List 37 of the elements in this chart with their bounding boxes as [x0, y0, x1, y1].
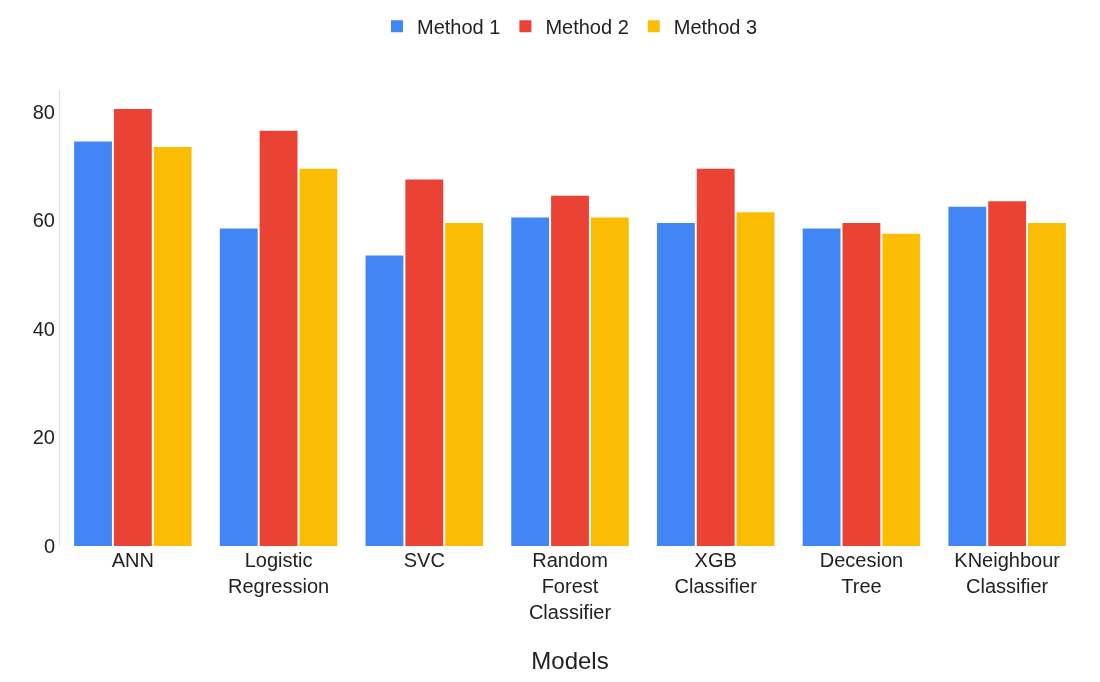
bar: [299, 168, 338, 546]
bar: [365, 255, 404, 546]
legend-label: Method 3: [673, 16, 758, 39]
x-tick-label: Random Forest Classifier: [528, 549, 612, 623]
bar: [405, 179, 444, 546]
bar: [551, 195, 589, 546]
bar: [219, 228, 258, 546]
y-tick-label: 40: [32, 317, 55, 340]
bar: [445, 223, 484, 546]
x-tick-label: Logistic Regression: [227, 549, 330, 597]
bar: [882, 233, 921, 546]
bar: [802, 228, 841, 546]
bar: [1028, 223, 1066, 546]
y-tick-label: 60: [32, 209, 55, 232]
y-tick-label: 20: [32, 426, 55, 449]
bar: [259, 130, 298, 546]
x-tick-label: Decesion Tree: [819, 549, 904, 597]
legend-label: Method 1: [417, 16, 501, 39]
bar: [948, 206, 987, 546]
x-tick-label: ANN: [111, 549, 154, 571]
y-tick-label: 0: [43, 535, 55, 557]
x-tick-label: SVC: [403, 549, 445, 571]
bar: [113, 109, 152, 546]
bar: [656, 223, 695, 546]
x-tick-label: KNeighbour Classifier: [954, 549, 1061, 597]
bar: [696, 168, 735, 546]
legend-label: Method 2: [545, 16, 629, 39]
x-tick-label: XGB Classifier: [674, 549, 758, 597]
bar: [590, 217, 629, 546]
bar: [736, 212, 775, 546]
bar: [511, 217, 550, 546]
bar: [988, 201, 1027, 546]
bar: [74, 141, 112, 546]
y-tick-label: 80: [32, 100, 55, 123]
bar: [153, 147, 192, 546]
bar: [842, 223, 881, 546]
x-axis-title: Models: [531, 647, 609, 675]
